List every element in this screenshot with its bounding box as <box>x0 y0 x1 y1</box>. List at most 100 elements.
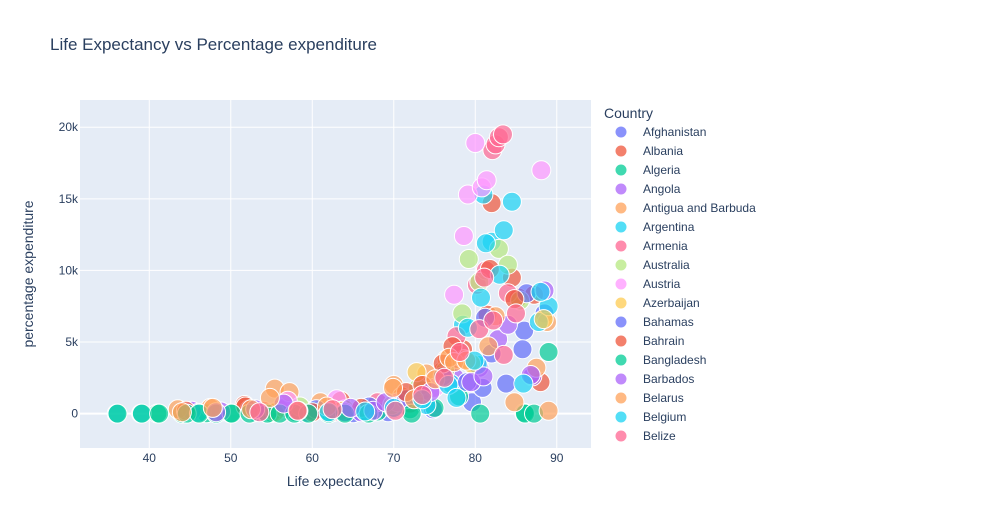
data-point[interactable] <box>471 287 491 308</box>
data-point[interactable] <box>483 310 504 331</box>
data-point[interactable] <box>465 133 486 153</box>
legend-item[interactable]: Australia <box>615 258 691 272</box>
legend-item[interactable]: Austria <box>615 277 681 291</box>
data-point[interactable] <box>493 220 514 241</box>
data-point[interactable] <box>475 233 496 254</box>
data-points <box>106 124 559 424</box>
data-point[interactable] <box>538 342 559 362</box>
legend-item[interactable]: Bahamas <box>615 315 694 329</box>
legend-item[interactable]: Angola <box>615 182 681 196</box>
legend-label: Belarus <box>643 391 684 405</box>
legend-label: Austria <box>643 277 681 291</box>
legend-marker <box>615 430 627 442</box>
legend-label: Australia <box>643 258 690 272</box>
legend-item[interactable]: Barbados <box>615 372 695 386</box>
data-point[interactable] <box>171 402 192 423</box>
data-point[interactable] <box>473 366 494 387</box>
data-point[interactable] <box>131 403 152 424</box>
x-tick-label: 40 <box>143 451 157 465</box>
legend-label: Bangladesh <box>643 353 706 367</box>
data-point[interactable] <box>530 281 551 302</box>
legend-item[interactable]: Belarus <box>615 391 684 405</box>
data-point[interactable] <box>287 400 308 421</box>
data-point[interactable] <box>434 367 455 388</box>
legend[interactable]: Country Afghanistan Albania Algeria Angola A… <box>604 105 756 443</box>
series-belize <box>249 267 526 423</box>
data-point[interactable] <box>533 309 554 330</box>
legend-marker <box>615 145 627 157</box>
legend-item[interactable]: Azerbaijan <box>615 296 700 310</box>
chart-title: Life Expectancy vs Percentage expenditur… <box>50 35 377 54</box>
data-point[interactable] <box>249 402 270 423</box>
x-tick-label: 50 <box>224 451 238 465</box>
data-point[interactable] <box>446 387 467 408</box>
legend-label: Antigua and Barbuda <box>643 201 756 215</box>
data-point[interactable] <box>506 303 526 324</box>
legend-marker <box>615 202 627 214</box>
data-point[interactable] <box>512 339 533 360</box>
legend-item[interactable]: Belgium <box>615 410 687 424</box>
data-point[interactable] <box>107 403 128 424</box>
data-point[interactable] <box>493 344 514 365</box>
data-point[interactable] <box>476 170 497 191</box>
legend-label: Bahrain <box>643 334 684 348</box>
data-point[interactable] <box>444 284 465 305</box>
data-point[interactable] <box>385 400 406 421</box>
data-point[interactable] <box>496 373 517 394</box>
y-axis-title: percentage expenditure <box>20 200 36 347</box>
data-point[interactable] <box>470 403 491 424</box>
data-point[interactable] <box>449 342 470 362</box>
legend-marker <box>615 164 627 176</box>
legend-label: Azerbaijan <box>643 296 700 310</box>
data-point[interactable] <box>501 191 522 212</box>
data-point[interactable] <box>478 336 499 357</box>
data-point[interactable] <box>474 267 495 288</box>
data-point[interactable] <box>531 160 552 181</box>
legend-marker <box>615 126 627 138</box>
legend-marker <box>615 335 627 347</box>
data-point[interactable] <box>464 350 485 371</box>
legend-item[interactable]: Belize <box>615 429 677 443</box>
data-point[interactable] <box>453 226 474 246</box>
data-point[interactable] <box>538 400 559 421</box>
data-point[interactable] <box>322 399 343 420</box>
legend-title: Country <box>604 105 653 121</box>
data-point[interactable] <box>259 387 280 408</box>
data-point[interactable] <box>412 385 433 405</box>
legend-item[interactable]: Albania <box>615 144 684 158</box>
data-point[interactable] <box>355 401 376 422</box>
legend-item[interactable]: Afghanistan <box>615 125 707 139</box>
legend-item[interactable]: Armenia <box>615 239 689 253</box>
legend-marker <box>615 411 627 423</box>
data-point[interactable] <box>504 392 525 413</box>
data-point[interactable] <box>149 403 170 424</box>
data-point[interactable] <box>513 373 534 394</box>
legend-item[interactable]: Antigua and Barbuda <box>615 201 757 215</box>
data-point[interactable] <box>202 397 223 418</box>
legend-label: Belize <box>643 429 676 443</box>
legend-marker <box>615 297 627 309</box>
legend-item[interactable]: Argentina <box>615 220 695 234</box>
data-point[interactable] <box>493 124 513 145</box>
legend-label: Angola <box>643 182 681 196</box>
x-axis-ticks: 40 50 60 70 80 90 <box>143 451 564 465</box>
legend-item[interactable]: Algeria <box>615 163 681 177</box>
legend-label: Barbados <box>643 372 694 386</box>
x-axis-title: Life expectancy <box>287 473 384 489</box>
legend-marker <box>615 278 627 290</box>
legend-item[interactable]: Bangladesh <box>615 353 707 367</box>
legend-label: Algeria <box>643 163 681 177</box>
legend-marker <box>615 259 627 271</box>
data-point[interactable] <box>383 377 403 398</box>
legend-label: Belgium <box>643 410 686 424</box>
x-tick-label: 70 <box>387 451 401 465</box>
x-tick-label: 80 <box>469 451 483 465</box>
legend-item[interactable]: Bahrain <box>615 334 685 348</box>
y-axis-ticks: 0 5k 10k 15k 20k <box>59 120 79 420</box>
legend-label: Albania <box>643 144 683 158</box>
y-tick-label: 15k <box>59 192 79 206</box>
legend-marker <box>615 240 627 252</box>
data-point[interactable] <box>458 249 479 269</box>
legend-label: Afghanistan <box>643 125 706 139</box>
